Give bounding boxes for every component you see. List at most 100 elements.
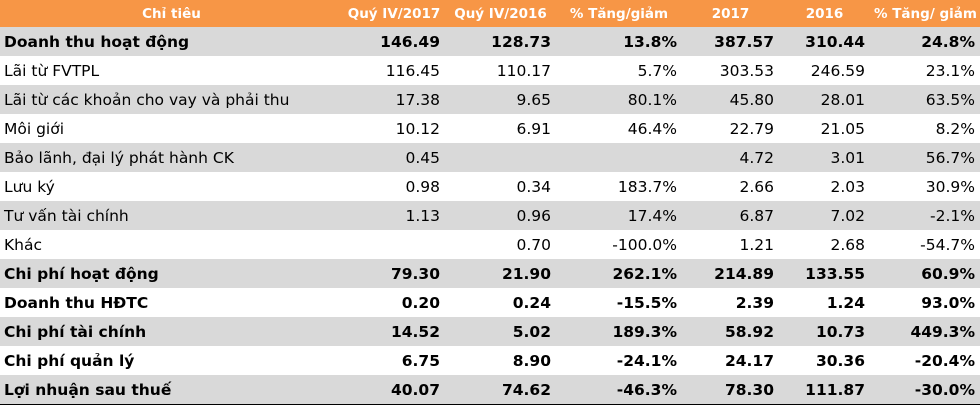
header-indicator: Chỉ tiêu: [142, 5, 201, 22]
cell-q4-2016: 5.02: [512, 322, 551, 341]
table-row: Chi phí quản lý 6.75 8.90 -24.1% 24.17 30.36 -…: [0, 346, 980, 375]
table-body: Doanh thu hoạt động 146.49 128.73 13.8% 387.…: [0, 27, 980, 405]
cell-year-change: -20.4%: [914, 351, 975, 370]
cell-q4-2017: 0.98: [405, 177, 440, 196]
cell-q4-2016: 6.91: [516, 119, 551, 138]
header-year-2017: 2017: [711, 5, 750, 22]
table-row: Chi phí tài chính 14.52 5.02 189.3% 58.92 10.…: [0, 317, 980, 346]
header-year-change: % Tăng/ giảm: [874, 5, 977, 22]
cell-year-change: 56.7%: [925, 148, 975, 167]
cell-year-2016: 10.73: [815, 322, 865, 341]
row-label: Lợi nhuận sau thuế: [0, 375, 343, 405]
row-label: Lãi từ FVTPL: [4, 61, 100, 80]
cell-q4-2016: 128.73: [491, 32, 551, 51]
table-row: Lãi từ các khoản cho vay và phải thu 17.3…: [0, 85, 980, 114]
row-label: Bảo lãnh, đại lý phát hành CK: [4, 148, 234, 167]
cell-year-2017: 2.39: [735, 293, 774, 312]
table-row: Lợi nhuận sau thuế 40.07 74.62 -46.3% 78.30 1…: [0, 375, 980, 405]
row-label: Chi phí hoạt động: [4, 264, 159, 283]
cell-q4-2016: [445, 143, 556, 172]
cell-q4-2017: 146.49: [380, 32, 440, 51]
cell-year-2016: 7.02: [830, 206, 865, 225]
table-row: Khác 0.70 -100.0% 1.21 2.68 -54.7%: [0, 230, 980, 259]
header-q4-2016: Quý IV/2016: [454, 5, 547, 22]
cell-q4-2017: 0.20: [401, 293, 440, 312]
table-row: Lãi từ FVTPL 116.45 110.17 5.7% 303.53 246.59…: [0, 56, 980, 85]
cell-q4-2016: 9.65: [516, 90, 551, 109]
cell-q4-2016: 21.90: [501, 264, 551, 283]
cell-q4-2017: 17.38: [395, 90, 440, 109]
cell-q4-2017: 79.30: [390, 264, 440, 283]
cell-year-2016: 30.36: [815, 351, 865, 370]
cell-quarter-change: 189.3%: [612, 322, 677, 341]
cell-q4-2016: 0.70: [516, 235, 551, 254]
cell-q4-2017: 40.07: [343, 375, 445, 405]
cell-year-change: -54.7%: [920, 235, 975, 254]
cell-quarter-change: 13.8%: [623, 32, 677, 51]
cell-year-2016: 133.55: [805, 264, 865, 283]
cell-quarter-change: 262.1%: [612, 264, 677, 283]
cell-year-2016: 1.24: [826, 293, 865, 312]
row-label: Chi phí quản lý: [4, 351, 135, 370]
cell-year-change: 24.8%: [921, 32, 975, 51]
cell-quarter-change: -100.0%: [612, 235, 677, 254]
row-label: Doanh thu HĐTC: [4, 293, 149, 312]
header-year-2016: 2016: [805, 5, 844, 22]
cell-quarter-change: -46.3%: [556, 375, 682, 405]
cell-q4-2017: [343, 230, 445, 259]
cell-year-2017: 6.87: [739, 206, 774, 225]
table-row: Doanh thu HĐTC 0.20 0.24 -15.5% 2.39 1.24 93.0…: [0, 288, 980, 317]
cell-quarter-change: 80.1%: [627, 90, 677, 109]
cell-year-2016: 3.01: [830, 148, 865, 167]
cell-year-change: 8.2%: [935, 119, 975, 138]
cell-quarter-change: 5.7%: [637, 61, 677, 80]
cell-q4-2016: 8.90: [512, 351, 551, 370]
row-label: Tư vấn tài chính: [4, 206, 129, 225]
cell-quarter-change: 46.4%: [627, 119, 677, 138]
cell-year-2016: 310.44: [805, 32, 865, 51]
cell-q4-2016: 110.17: [496, 61, 551, 80]
table-row: Doanh thu hoạt động 146.49 128.73 13.8% 387.…: [0, 27, 980, 56]
cell-year-2017: 303.53: [719, 61, 774, 80]
cell-year-2016: 2.68: [830, 235, 865, 254]
cell-q4-2016: 0.34: [516, 177, 551, 196]
cell-quarter-change: 17.4%: [627, 206, 677, 225]
cell-year-2016: 111.87: [779, 375, 870, 405]
cell-year-change: -30.0%: [870, 375, 980, 405]
cell-year-change: 93.0%: [921, 293, 975, 312]
cell-year-2016: 246.59: [810, 61, 865, 80]
cell-year-2017: 22.79: [729, 119, 774, 138]
cell-q4-2016: 74.62: [445, 375, 556, 405]
cell-year-2017: 78.30: [682, 375, 779, 405]
row-label: Lưu ký: [4, 177, 55, 196]
cell-q4-2017: 14.52: [390, 322, 440, 341]
table-row: Chi phí hoạt động 79.30 21.90 262.1% 214.89 1…: [0, 259, 980, 288]
row-label: Doanh thu hoạt động: [4, 32, 190, 51]
cell-year-2017: 58.92: [724, 322, 774, 341]
cell-year-2017: 214.89: [714, 264, 774, 283]
table-row: Môi giới 10.12 6.91 46.4% 22.79 21.05 8.2%: [0, 114, 980, 143]
cell-year-2017: 4.72: [739, 148, 774, 167]
table-row: Bảo lãnh, đại lý phát hành CK 0.45 4.72 3.0…: [0, 143, 980, 172]
cell-quarter-change: [556, 143, 682, 172]
header-quarter-change: % Tăng/giảm: [569, 5, 669, 22]
cell-year-2017: 2.66: [739, 177, 774, 196]
cell-year-2016: 28.01: [820, 90, 865, 109]
header-row: Chỉ tiêu Quý IV/2017 Quý IV/2016 % Tăng/…: [0, 0, 980, 27]
cell-quarter-change: -24.1%: [616, 351, 677, 370]
cell-year-change: 449.3%: [910, 322, 975, 341]
cell-q4-2016: 0.24: [512, 293, 551, 312]
cell-q4-2017: 6.75: [401, 351, 440, 370]
row-label: Môi giới: [4, 119, 65, 138]
row-label: Khác: [4, 235, 43, 254]
cell-year-change: 30.9%: [925, 177, 975, 196]
cell-quarter-change: -15.5%: [616, 293, 677, 312]
cell-year-change: 23.1%: [925, 61, 975, 80]
cell-year-2017: 387.57: [714, 32, 774, 51]
cell-year-2017: 45.80: [729, 90, 774, 109]
table-row: Lưu ký 0.98 0.34 183.7% 2.66 2.03 30.9%: [0, 172, 980, 201]
cell-q4-2017: 116.45: [385, 61, 440, 80]
cell-year-change: 63.5%: [925, 90, 975, 109]
cell-q4-2017: 1.13: [405, 206, 440, 225]
